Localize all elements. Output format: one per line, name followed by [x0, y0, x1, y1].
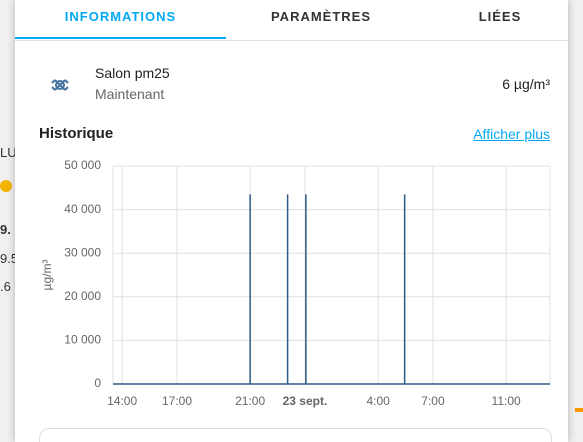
x-tick-label: 14:00 [107, 394, 137, 408]
tab[interactable]: LIÉES [478, 9, 522, 24]
bg-text: 9.5 [0, 251, 19, 266]
dialog: INFORMATIONS PARAMÈTRES LIÉES Salon pm25… [15, 0, 568, 442]
history-title: Historique [39, 125, 114, 142]
y-tick-label: 0 [94, 376, 101, 390]
weather-icon [0, 180, 12, 192]
bg-bar [575, 408, 583, 412]
more-link[interactable]: Afficher plus [473, 126, 550, 142]
y-tick-label: 10 000 [64, 333, 101, 347]
y-axis-label: µg/m³ [40, 260, 54, 291]
tab[interactable]: INFORMATIONS [64, 9, 177, 24]
y-tick-label: 40 000 [64, 202, 101, 216]
entity-icon [51, 79, 69, 91]
x-tick-label: 11:00 [492, 394, 521, 408]
divider [15, 40, 568, 41]
bg-text: LU [0, 145, 17, 160]
tab[interactable]: PARAMÈTRES [270, 9, 372, 24]
entity-name: Salon pm25 [95, 65, 170, 81]
data-line [113, 194, 550, 385]
y-tick-label: 20 000 [64, 289, 101, 303]
x-tick-label: 7:00 [421, 394, 445, 408]
y-tick-label: 30 000 [64, 245, 101, 259]
entity-time: Maintenant [95, 86, 165, 102]
x-tick-label: 21:00 [235, 394, 265, 408]
x-tick-label: 23 sept. [283, 394, 328, 408]
x-tick-label: 4:00 [366, 394, 390, 408]
tab-indicator [15, 37, 226, 39]
bg-text: 9. [0, 222, 11, 237]
bg-text: .6 [0, 279, 11, 294]
chart: 0 10 000 20 000 30 000 40 000 50 000 14:00 17:0… [40, 158, 551, 408]
entity-state: 6 µg/m³ [502, 76, 550, 92]
y-tick-label: 50 000 [64, 158, 101, 172]
x-tick-label: 17:00 [162, 394, 192, 408]
card [39, 428, 552, 442]
